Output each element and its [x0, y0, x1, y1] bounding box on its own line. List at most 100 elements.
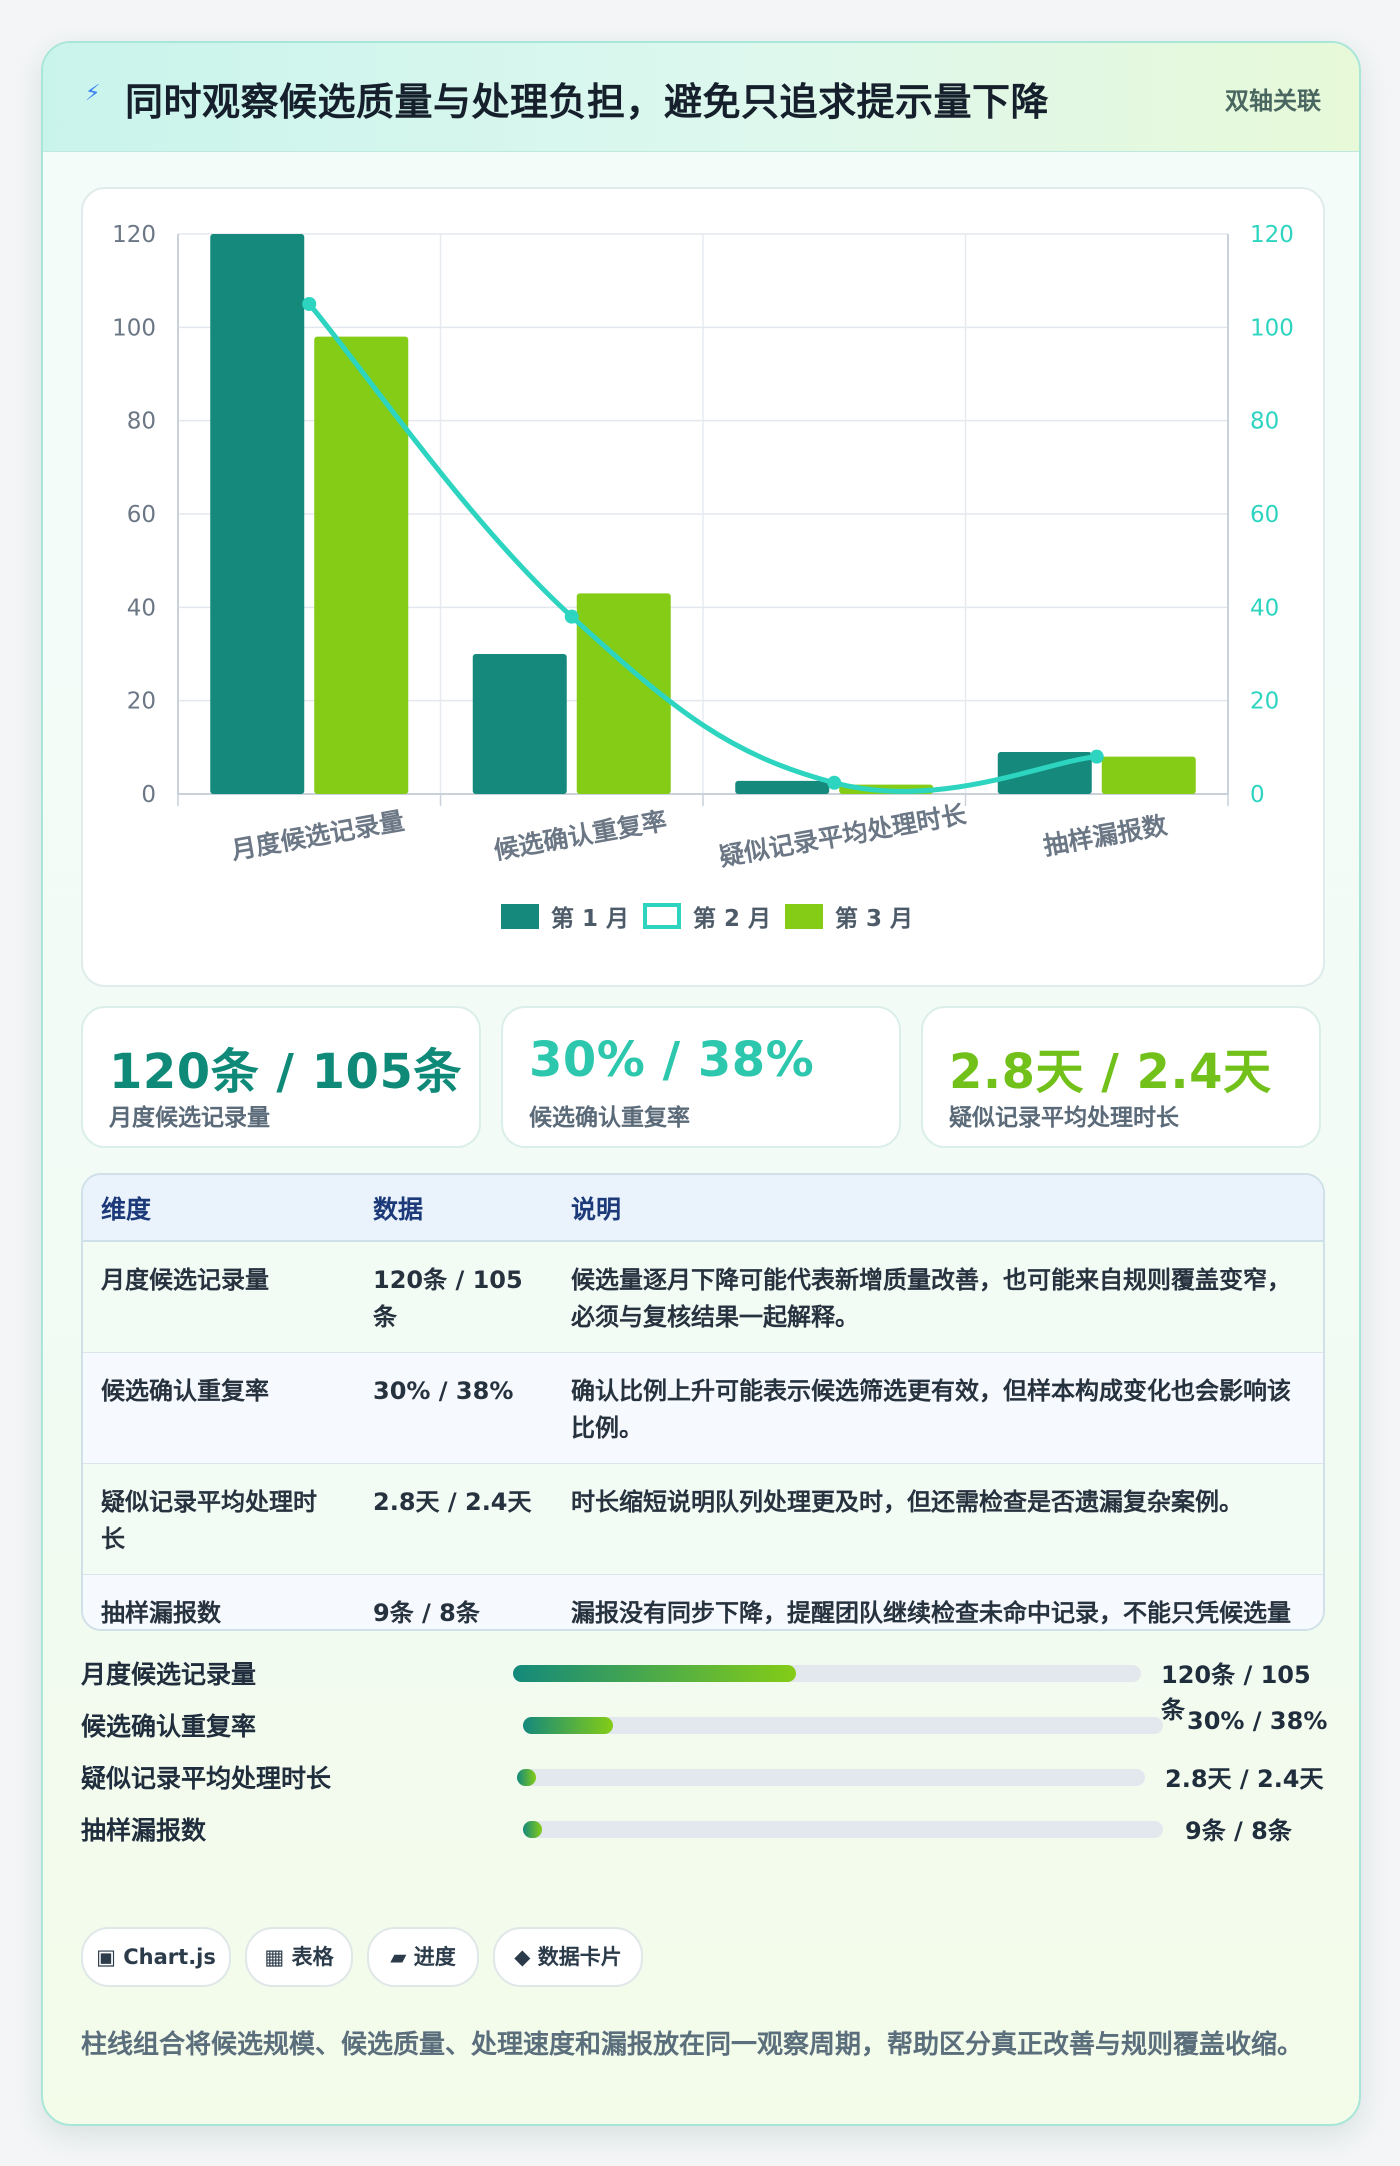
progress-label: 疑似记录平均处理时长: [81, 1764, 332, 1793]
chip-progress[interactable]: ▰ 进度: [367, 1927, 479, 1987]
y-tick-label: 120: [112, 222, 156, 248]
chip-chartjs[interactable]: ▣ Chart.js: [81, 1927, 231, 1987]
progress-track: [517, 1769, 1145, 1786]
kpi-label: 疑似记录平均处理时长: [949, 1105, 1179, 1131]
legend-swatch: [501, 904, 539, 929]
progress-label: 月度候选记录量: [81, 1660, 257, 1689]
x-tick-label: 抽样漏报数: [1041, 810, 1170, 860]
diamond-icon: ◆: [514, 1945, 531, 1969]
y-tick-label: 40: [127, 595, 156, 621]
table-header: 说明: [553, 1175, 1323, 1242]
chip-label: 进度: [413, 1945, 456, 1969]
progress-row: 疑似记录平均处理时长 2.8天 / 2.4天: [81, 1755, 1331, 1795]
progress-label: 抽样漏报数: [81, 1816, 207, 1845]
table-cell: 2.8天 / 2.4天: [355, 1463, 553, 1575]
table-row: 抽样漏报数 9条 / 8条 漏报没有同步下降，提醒团队继续检查未命中记录，不能只…: [83, 1574, 1323, 1629]
y-tick-label: 0: [141, 782, 156, 808]
chip-table[interactable]: ▦ 表格: [245, 1927, 353, 1987]
table-header: 数据: [355, 1175, 553, 1242]
chart-panel: 0 0 20 20 40 40 60 60 80 80 100 100 120 120 月度候选记录量 候选确…: [81, 187, 1325, 987]
table-cell: 确认比例上升可能表示候选筛选更有效，但样本构成变化也会影响该比例。: [553, 1352, 1323, 1464]
chip-data-card[interactable]: ◆ 数据卡片: [493, 1927, 643, 1987]
y-tick-label: 100: [112, 315, 156, 341]
progress-list: 月度候选记录量 120条 / 105条 候选确认重复率 30% / 38% 疑似…: [81, 1651, 1331, 1871]
progress-icon: ▰: [390, 1945, 407, 1969]
lightning-icon: ⚡: [85, 81, 101, 106]
square-icon: ▣: [96, 1945, 116, 1969]
card-header: ⚡ 同时观察候选质量与处理负担，避免只追求提示量下降 双轴关联: [43, 43, 1359, 152]
kpi-card: 2.8天 / 2.4天 疑似记录平均处理时长: [921, 1006, 1321, 1148]
table-header: 维度: [83, 1175, 355, 1242]
dashboard-card: ⚡ 同时观察候选质量与处理负担，避免只追求提示量下降 双轴关联 0 0 20 20 40…: [41, 41, 1361, 2126]
line-point: [302, 297, 317, 311]
progress-value: 30% / 38%: [1187, 1707, 1328, 1735]
y2-tick-label: 120: [1250, 222, 1294, 248]
progress-value: 9条 / 8条: [1185, 1817, 1292, 1845]
line-point: [827, 775, 842, 790]
x-tick-label: 疑似记录平均处理时长: [717, 799, 969, 871]
table-cell: 120条 / 105条: [355, 1241, 553, 1353]
legend-label: 第 2 月: [693, 905, 771, 932]
table-cell: 月度候选记录量: [83, 1241, 355, 1353]
y2-tick-label: 80: [1250, 409, 1279, 435]
progress-label: 候选确认重复率: [81, 1712, 257, 1741]
bar: [735, 780, 830, 794]
kpi-value: 2.8天 / 2.4天: [949, 1044, 1272, 1100]
table-row: 疑似记录平均处理时长 2.8天 / 2.4天 时长缩短说明队列处理更及时，但还需…: [83, 1463, 1323, 1575]
table-cell: 候选量逐月下降可能代表新增质量改善，也可能来自规则覆盖变窄，必须与复核结果一起解…: [553, 1241, 1323, 1353]
progress-fill: [517, 1769, 536, 1786]
bar: [314, 336, 409, 794]
table-cell: 时长缩短说明队列处理更及时，但还需检查是否遗漏复杂案例。: [553, 1463, 1323, 1575]
line-point: [564, 609, 579, 624]
table-cell: 候选确认重复率: [83, 1352, 355, 1464]
y2-tick-label: 40: [1250, 595, 1279, 621]
progress-row: 抽样漏报数 9条 / 8条: [81, 1807, 1331, 1847]
table-cell: 漏报没有同步下降，提醒团队继续检查未命中记录，不能只凭候选量下降认定规则完善。: [571, 1598, 1291, 1627]
bar: [472, 654, 567, 794]
bar: [1101, 756, 1196, 794]
progress-fill: [523, 1821, 543, 1838]
progress-fill: [523, 1717, 613, 1734]
table-cell: 抽样漏报数: [101, 1598, 221, 1627]
table-row: 候选确认重复率 30% / 38% 确认比例上升可能表示候选筛选更有效，但样本构…: [83, 1352, 1323, 1464]
table-cell: 疑似记录平均处理时长: [83, 1463, 355, 1575]
y2-tick-label: 0: [1250, 782, 1265, 808]
table-row: 月度候选记录量 120条 / 105条 候选量逐月下降可能代表新增质量改善，也可…: [83, 1241, 1323, 1353]
progress-value: 2.8天 / 2.4天: [1165, 1765, 1324, 1793]
legend-swatch: [643, 903, 681, 929]
kpi-label: 月度候选记录量: [109, 1105, 270, 1131]
series-line: [307, 302, 1097, 794]
table-icon: ▦: [264, 1945, 285, 1969]
chip-label: 数据卡片: [537, 1945, 622, 1969]
y2-tick-label: 20: [1250, 689, 1279, 715]
kpi-label: 候选确认重复率: [529, 1105, 690, 1131]
y-tick-label: 60: [127, 502, 156, 528]
table-header-row: 维度 数据 说明: [83, 1175, 1323, 1242]
kpi-card: 120条 / 105条 月度候选记录量: [81, 1006, 481, 1148]
line-point: [1089, 749, 1104, 764]
chip-label: Chart.js: [123, 1945, 216, 1969]
kpi-value: 30% / 38%: [529, 1032, 815, 1088]
table-cell: 9条 / 8条: [373, 1598, 480, 1627]
combo-chart: 0 0 20 20 40 40 60 60 80 80 100 100 120 120 月度候选记录量 候选确…: [112, 222, 1294, 932]
bar: [210, 234, 305, 794]
x-tick-label: 候选确认重复率: [492, 806, 669, 865]
legend-label: 第 3 月: [835, 905, 913, 932]
progress-fill: [513, 1665, 796, 1682]
y-tick-label: 20: [127, 689, 156, 715]
legend-swatch: [785, 904, 823, 929]
progress-row: 候选确认重复率 30% / 38%: [81, 1703, 1331, 1743]
data-table: 维度 数据 说明 月度候选记录量 120条 / 105条 候选量逐月下降可能代表…: [81, 1173, 1325, 1631]
kpi-card: 30% / 38% 候选确认重复率: [501, 1006, 901, 1148]
y2-tick-label: 100: [1250, 315, 1294, 341]
chip-label: 表格: [291, 1945, 334, 1969]
kpi-value: 120条 / 105条: [109, 1044, 462, 1100]
header-tag: 双轴关联: [1225, 87, 1321, 115]
table-cell: 30% / 38%: [355, 1352, 553, 1464]
progress-row: 月度候选记录量 120条 / 105条: [81, 1651, 1331, 1724]
legend-label: 第 1 月: [551, 905, 629, 932]
progress-track: [513, 1665, 1141, 1682]
page-title: 同时观察候选质量与处理负担，避免只追求提示量下降: [125, 80, 1050, 124]
progress-value: 120条 / 105条: [1161, 1661, 1311, 1724]
x-tick-label: 月度候选记录量: [228, 806, 406, 865]
